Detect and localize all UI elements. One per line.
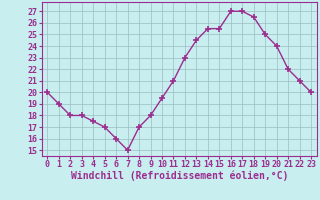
X-axis label: Windchill (Refroidissement éolien,°C): Windchill (Refroidissement éolien,°C) (70, 171, 288, 181)
